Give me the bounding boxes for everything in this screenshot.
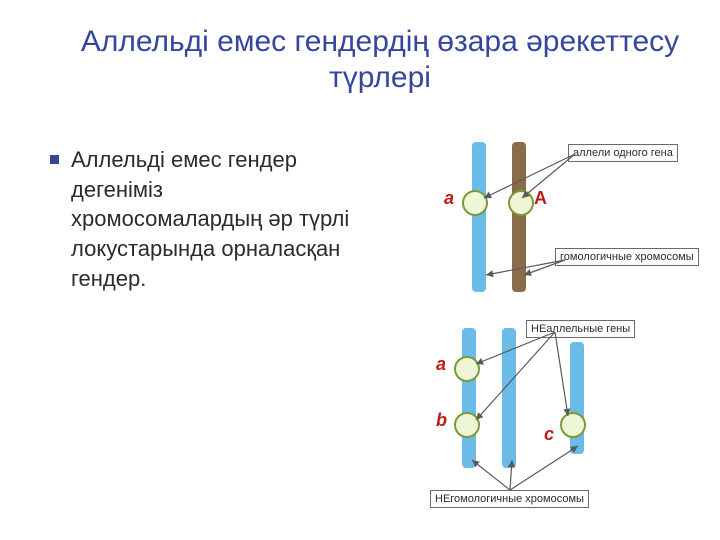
figure-allelic-genes: aAаллели одного генагомологичные хромосо… — [400, 130, 680, 305]
gene-label: a — [444, 188, 454, 209]
gene-marker — [462, 190, 488, 216]
chromosome — [512, 142, 526, 292]
gene-marker — [454, 412, 480, 438]
callout-label: гомологичные хромосомы — [555, 248, 699, 266]
chromosome — [502, 328, 516, 468]
arrow — [555, 332, 568, 416]
gene-label: c — [544, 424, 554, 445]
slide-title-text: Аллельді емес гендердің өзара әрекеттесу… — [81, 25, 679, 94]
slide-title: Аллельді емес гендердің өзара әрекеттесу… — [80, 24, 680, 96]
gene-label: b — [436, 410, 447, 431]
bullet-text: Аллельді емес гендер дегеніміз хромосома… — [71, 145, 360, 293]
gene-label: A — [534, 188, 547, 209]
bullet-item: Аллельді емес гендер дегеніміз хромосома… — [50, 145, 360, 293]
chromosome — [462, 328, 476, 468]
slide: Аллельді емес гендердің өзара әрекеттесу… — [0, 0, 720, 540]
arrow — [484, 154, 575, 198]
arrow — [510, 446, 578, 490]
figure-non-allelic-genes: a b c НЕаллельные гены НЕгомологичные хромос… — [400, 320, 680, 520]
callout-label: НЕгомологичные хромосомы — [430, 490, 589, 508]
chromosome — [472, 142, 486, 292]
gene-marker — [560, 412, 586, 438]
callout-label: НЕаллельные гены — [526, 320, 635, 338]
callout-label: аллели одного гена — [568, 144, 678, 162]
gene-marker — [508, 190, 534, 216]
bullet-marker — [50, 155, 59, 164]
body-text: Аллельді емес гендер дегеніміз хромосома… — [50, 145, 360, 293]
gene-marker — [454, 356, 480, 382]
gene-label: a — [436, 354, 446, 375]
